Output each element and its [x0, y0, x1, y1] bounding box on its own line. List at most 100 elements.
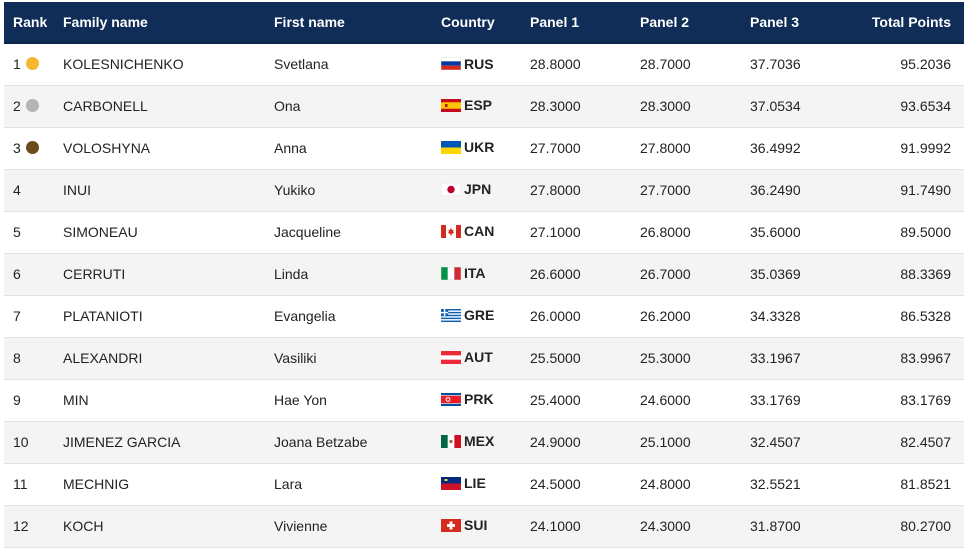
- country-cell: RUS: [441, 43, 530, 85]
- country-code: AUT: [464, 349, 493, 366]
- first-name-cell: Jacqueline: [274, 224, 341, 240]
- table-row[interactable]: 11 MECHNIG Lara LIE 24.5000 24.8000 32.5…: [4, 463, 964, 505]
- country-code: ITA: [464, 265, 486, 282]
- family-name-cell[interactable]: MIN: [63, 392, 89, 408]
- family-name-cell[interactable]: SIMONEAU: [63, 224, 138, 240]
- country-cell: MEX: [441, 421, 530, 463]
- rank-cell: 9: [4, 379, 63, 421]
- table-row[interactable]: 10 JIMENEZ GARCIA Joana Betzabe MEX 24.9…: [4, 421, 964, 463]
- rank-cell: 11: [4, 463, 63, 505]
- table-row[interactable]: 8 ALEXANDRI Vasiliki AUT 25.5000 25.3000…: [4, 337, 964, 379]
- table-row[interactable]: 12 KOCH Vivienne SUI 24.1000 24.3000 31.…: [4, 505, 964, 547]
- rank-cell: 10: [4, 421, 63, 463]
- rank-value: 5: [13, 224, 21, 240]
- first-name-cell: Joana Betzabe: [274, 434, 368, 450]
- panel-3-cell: 36.4992: [750, 140, 801, 156]
- country-cell: ITA: [441, 253, 530, 295]
- family-name-cell[interactable]: CERRUTI: [63, 266, 126, 282]
- family-name-cell[interactable]: ALEXANDRI: [63, 350, 143, 366]
- country-cell: AUT: [441, 337, 530, 379]
- rank-cell: 7: [4, 295, 63, 337]
- family-name-cell[interactable]: VOLOSHYNA: [63, 140, 151, 156]
- family-name-cell[interactable]: CARBONELL: [63, 98, 148, 114]
- table-row[interactable]: 1 KOLESNICHENKO Svetlana RUS 28.8000 28.…: [4, 43, 964, 85]
- country-code: LIE: [464, 475, 486, 492]
- panel-1-cell: 25.5000: [530, 350, 581, 366]
- table-row[interactable]: 9 MIN Hae Yon PRK 25.4000 24.6000 33.176…: [4, 379, 964, 421]
- country-code: MEX: [464, 433, 495, 450]
- country-code: UKR: [464, 139, 495, 156]
- country-cell: ESP: [441, 85, 530, 127]
- table-row[interactable]: 7 PLATANIOTI Evangelia GRE 26.0000 26.20…: [4, 295, 964, 337]
- country-code: CAN: [464, 223, 495, 240]
- country-cell: LIE: [441, 463, 530, 505]
- table-row[interactable]: 4 INUI Yukiko JPN 27.8000 27.7000 36.249…: [4, 169, 964, 211]
- country-cell: PRK: [441, 379, 530, 421]
- header-family-name[interactable]: Family name: [63, 2, 274, 44]
- total-points-cell: 83.9967: [900, 350, 951, 366]
- country-cell: CAN: [441, 211, 530, 253]
- header-panel-3[interactable]: Panel 3: [750, 2, 851, 44]
- header-total-points[interactable]: Total Points: [851, 2, 964, 44]
- header-first-name[interactable]: First name: [274, 2, 441, 44]
- first-name-cell: Vivienne: [274, 518, 328, 534]
- bronze-medal-icon: [25, 141, 39, 154]
- panel-2-cell: 25.1000: [640, 434, 691, 450]
- first-name-cell: Svetlana: [274, 56, 329, 73]
- family-name-cell[interactable]: MECHNIG: [63, 476, 130, 492]
- panel-1-cell: 27.1000: [530, 224, 581, 240]
- family-name-cell[interactable]: JIMENEZ GARCIA: [63, 434, 181, 450]
- panel-3-cell: 35.0369: [750, 266, 801, 282]
- rank-value: 11: [13, 476, 28, 492]
- total-points-cell: 82.4507: [900, 434, 951, 450]
- silver-medal-icon: [25, 99, 39, 112]
- rank-value: 6: [13, 266, 21, 282]
- total-points-cell: 83.1769: [900, 392, 951, 408]
- total-points-cell: 89.5000: [900, 224, 951, 240]
- family-name-cell[interactable]: KOCH: [63, 518, 104, 534]
- panel-3-cell: 32.4507: [750, 434, 801, 450]
- total-points-cell: 80.2700: [900, 518, 951, 534]
- panel-1-cell: 24.5000: [530, 476, 581, 492]
- austria-flag-icon: [441, 350, 461, 364]
- spain-flag-icon: [441, 98, 461, 112]
- family-name-cell[interactable]: KOLESNICHENKO: [63, 56, 184, 73]
- header-row: Rank Family name First name Country Pane…: [4, 2, 964, 44]
- header-panel-2[interactable]: Panel 2: [640, 2, 750, 44]
- first-name-cell: Vasiliki: [274, 350, 317, 366]
- panel-1-cell: 24.1000: [530, 518, 581, 534]
- panel-1-cell: 26.6000: [530, 266, 581, 282]
- greece-flag-icon: [441, 308, 461, 322]
- header-rank[interactable]: Rank: [4, 2, 63, 44]
- header-country[interactable]: Country: [441, 2, 530, 44]
- russia-flag-icon: [441, 57, 461, 70]
- panel-2-cell: 28.3000: [640, 98, 691, 114]
- first-name-cell: Lara: [274, 476, 303, 492]
- table-row[interactable]: 5 SIMONEAU Jacqueline CAN 27.1000 26.800…: [4, 211, 964, 253]
- table-row[interactable]: 6 CERRUTI Linda ITA 26.6000 26.7000 35.0…: [4, 253, 964, 295]
- country-cell: GRE: [441, 295, 530, 337]
- ukraine-flag-icon: [441, 140, 461, 154]
- panel-1-cell: 26.0000: [530, 308, 581, 324]
- total-points-cell: 95.2036: [900, 56, 951, 73]
- rank-value: 9: [13, 392, 21, 408]
- italy-flag-icon: [441, 266, 461, 280]
- table-row[interactable]: 3 VOLOSHYNA Anna UKR 27.7000 27.8000 36.…: [4, 127, 964, 169]
- canada-flag-icon: [441, 224, 461, 238]
- panel-1-cell: 27.7000: [530, 140, 581, 156]
- total-points-cell: 86.5328: [900, 308, 951, 324]
- rank-value: 4: [13, 182, 21, 198]
- panel-2-cell: 24.3000: [640, 518, 691, 534]
- country-code: ESP: [464, 97, 493, 114]
- header-panel-1[interactable]: Panel 1: [530, 2, 640, 44]
- panel-3-cell: 31.8700: [750, 518, 801, 534]
- rank-cell: 8: [4, 337, 63, 379]
- family-name-cell[interactable]: INUI: [63, 182, 91, 198]
- table-row[interactable]: 2 CARBONELL Ona ESP 28.3000 28.3000 37.0…: [4, 85, 964, 127]
- country-code: JPN: [464, 181, 492, 198]
- rank-value: 2: [13, 98, 21, 114]
- country-cell: JPN: [441, 169, 530, 211]
- family-name-cell[interactable]: PLATANIOTI: [63, 308, 143, 324]
- total-points-cell: 88.3369: [900, 266, 951, 282]
